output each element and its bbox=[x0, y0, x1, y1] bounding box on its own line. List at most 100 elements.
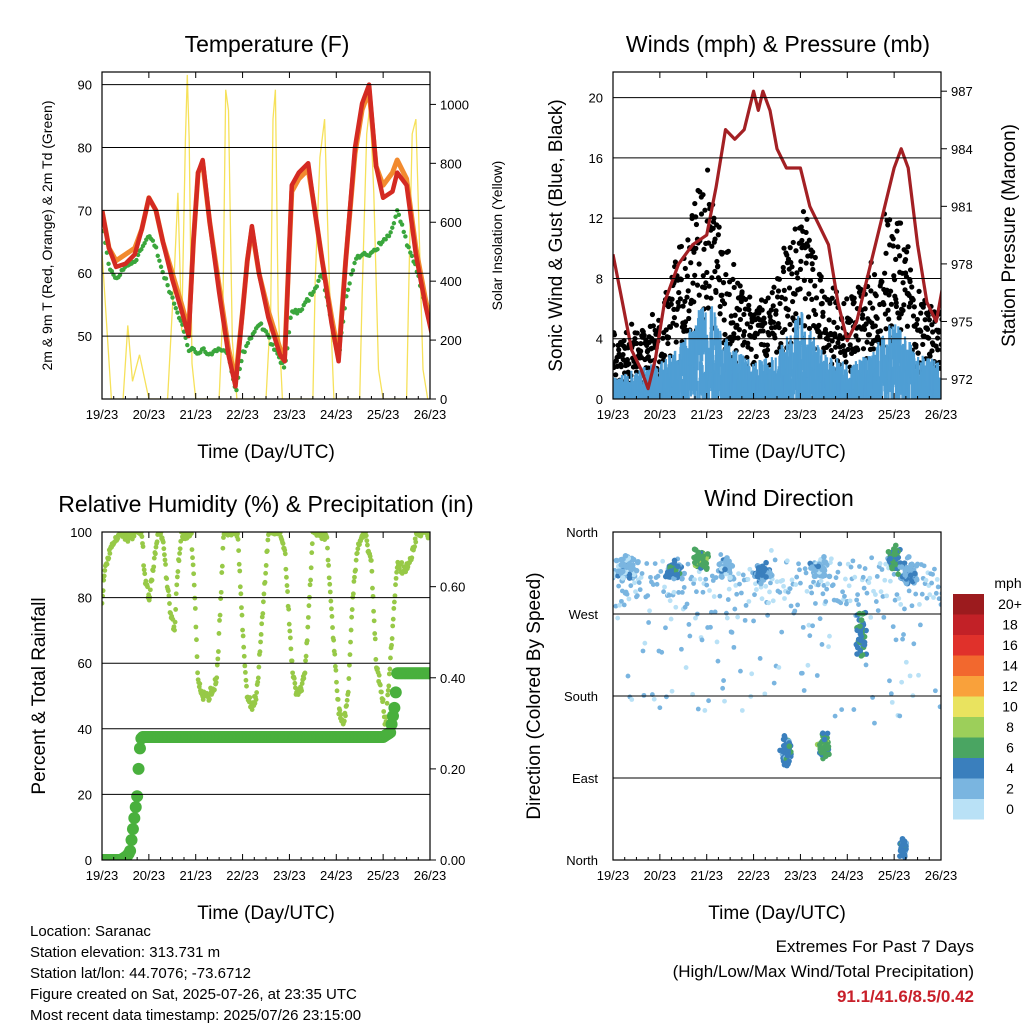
rh-point bbox=[352, 574, 357, 580]
gust-point bbox=[883, 250, 889, 256]
gust-point bbox=[820, 313, 826, 319]
direction-point bbox=[667, 598, 673, 604]
direction-point bbox=[652, 561, 658, 567]
rh-point bbox=[299, 688, 305, 694]
direction-point bbox=[777, 589, 783, 595]
gust-point bbox=[970, 250, 975, 255]
direction-point bbox=[668, 568, 674, 574]
gust-point bbox=[977, 330, 982, 335]
direction-point bbox=[944, 604, 949, 609]
extremes-title: Extremes For Past 7 Days bbox=[775, 937, 974, 956]
direction-point bbox=[798, 580, 803, 586]
gust-point bbox=[762, 298, 769, 305]
recent-timestamp: Most recent data timestamp: 2025/07/26 2… bbox=[30, 1007, 362, 1024]
gust-point bbox=[870, 305, 876, 311]
direction-point bbox=[944, 726, 950, 732]
rh-point bbox=[218, 589, 224, 595]
gust-point bbox=[977, 282, 982, 287]
gust-point bbox=[759, 307, 765, 313]
direction-point bbox=[799, 670, 805, 676]
rh-point bbox=[172, 627, 177, 633]
gust-point bbox=[947, 293, 952, 298]
direction-point bbox=[679, 646, 684, 652]
gust-point bbox=[788, 259, 794, 266]
rh-point bbox=[249, 707, 255, 712]
x-tick-label: 22/23 bbox=[226, 868, 259, 883]
rain-point bbox=[133, 742, 146, 755]
gust-point bbox=[802, 296, 808, 302]
dewpoint-point bbox=[134, 257, 139, 263]
gust-point bbox=[818, 273, 824, 280]
direction-point bbox=[721, 678, 726, 683]
rh-point bbox=[189, 547, 195, 552]
rh-point bbox=[369, 568, 375, 574]
rh-point bbox=[102, 588, 106, 594]
rh-point bbox=[289, 658, 295, 664]
gust-point bbox=[616, 347, 622, 353]
rh-point bbox=[238, 591, 244, 597]
rh-point bbox=[290, 670, 296, 676]
gust-point bbox=[673, 322, 680, 328]
direction-point bbox=[911, 641, 917, 647]
gust-point bbox=[764, 347, 771, 353]
pressure-line bbox=[613, 89, 941, 391]
rh-point bbox=[261, 591, 267, 597]
direction-point bbox=[948, 737, 954, 743]
gust-point bbox=[722, 331, 728, 338]
direction-point bbox=[826, 644, 831, 650]
rh-point bbox=[372, 631, 378, 636]
direction-point bbox=[759, 596, 765, 602]
gust-point bbox=[720, 250, 726, 256]
gust-point bbox=[731, 331, 737, 337]
x-tick-label: 21/23 bbox=[690, 868, 723, 883]
rh-point bbox=[335, 697, 341, 702]
gust-point bbox=[972, 249, 977, 254]
gust-point bbox=[813, 295, 820, 301]
gust-point bbox=[891, 273, 897, 279]
direction-point bbox=[823, 599, 829, 604]
gust-point bbox=[736, 327, 742, 333]
direction-point bbox=[866, 580, 872, 586]
direction-point bbox=[770, 598, 776, 604]
direction-point bbox=[692, 577, 697, 583]
gust-point bbox=[647, 358, 653, 364]
direction-point bbox=[947, 741, 953, 747]
extremes-values: 91.1/41.6/8.5/0.42 bbox=[836, 987, 974, 1006]
direction-point bbox=[723, 559, 729, 565]
direction-point bbox=[838, 600, 844, 606]
gust-point bbox=[705, 305, 711, 311]
gust-point bbox=[961, 281, 966, 286]
direction-point bbox=[906, 554, 912, 560]
dewpoint-point bbox=[434, 316, 438, 320]
rh-point bbox=[260, 599, 266, 605]
gust-point bbox=[944, 353, 949, 358]
x-tick-label: 24/23 bbox=[320, 407, 353, 422]
rh-point bbox=[255, 679, 261, 685]
direction-point bbox=[824, 730, 831, 737]
direction-point bbox=[703, 566, 710, 572]
direction-point bbox=[664, 694, 669, 700]
direction-point bbox=[700, 559, 707, 565]
gust-point bbox=[976, 266, 981, 271]
rh-point bbox=[161, 546, 167, 552]
direction-point bbox=[745, 576, 751, 582]
gust-point bbox=[913, 342, 919, 348]
gust-point bbox=[734, 322, 740, 328]
rh-point bbox=[328, 598, 334, 604]
x-tick-label: 26/23 bbox=[925, 407, 958, 422]
gust-point bbox=[956, 342, 961, 347]
gust-point bbox=[945, 324, 950, 329]
rh-point bbox=[309, 541, 315, 547]
gust-point bbox=[613, 332, 618, 338]
rh-point bbox=[394, 569, 400, 575]
rh-point bbox=[325, 545, 330, 551]
gust-point bbox=[841, 300, 847, 307]
dewpoint-point bbox=[403, 234, 408, 239]
direction-point bbox=[613, 557, 620, 564]
extremes-summary: Extremes For Past 7 Days (High/Low/Max W… bbox=[673, 934, 974, 1009]
direction-point bbox=[945, 737, 951, 743]
direction-point bbox=[957, 559, 962, 564]
rh-point bbox=[371, 618, 377, 624]
direction-point bbox=[902, 572, 909, 578]
rh-point bbox=[241, 644, 247, 650]
